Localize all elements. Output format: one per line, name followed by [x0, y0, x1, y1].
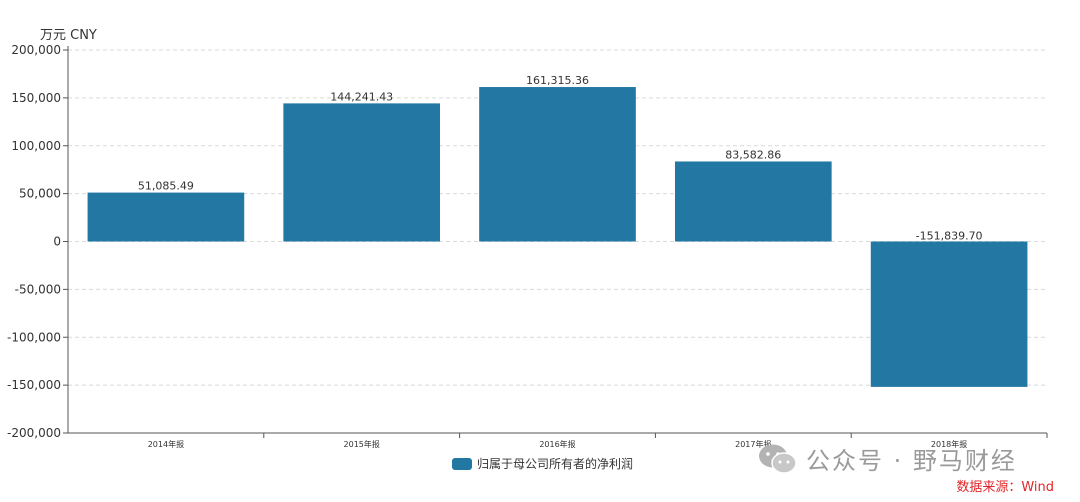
x-tick-label: 2015年报	[344, 439, 380, 449]
bar[interactable]	[87, 192, 245, 242]
bar[interactable]	[479, 87, 636, 242]
data-labels: 51,085.49 144,241.43 161,315.36 83,582.86 -1…	[138, 74, 983, 242]
legend-swatch	[452, 457, 472, 470]
x-tick-label: 2016年报	[539, 439, 575, 449]
source-note: 数据来源：Wind	[956, 480, 1054, 495]
x-tick-label: 2018年报	[931, 439, 967, 449]
bar[interactable]	[283, 103, 441, 242]
y-tick-label: 0	[53, 235, 61, 249]
y-tick-label: 100,000	[11, 139, 61, 153]
axes: 200,000 150,000 100,000 50,000 0 -50,000 -100,…	[7, 43, 1048, 449]
data-label: -151,839.70	[916, 230, 983, 243]
wechat-icon	[759, 444, 797, 474]
y-tick-label: -100,000	[7, 330, 61, 344]
data-label: 83,582.86	[725, 148, 781, 161]
watermark-text: 公众号 · 野马财经	[806, 447, 1017, 475]
x-tick-label: 2017年报	[735, 439, 771, 449]
y-axis-unit-label: 万元 CNY	[40, 28, 97, 43]
data-label: 161,315.36	[526, 74, 589, 87]
y-tick-label: -50,000	[15, 282, 61, 296]
legend-label: 归属于母公司所有者的净利润	[477, 457, 634, 471]
bars	[87, 87, 1028, 387]
bar[interactable]	[870, 241, 1028, 387]
y-tick-label: 50,000	[19, 187, 61, 201]
bar[interactable]	[674, 161, 832, 242]
y-tick-label: 200,000	[11, 43, 61, 57]
x-tick-label: 2014年报	[148, 439, 184, 449]
data-label: 51,085.49	[138, 180, 194, 193]
data-label: 144,241.43	[330, 90, 393, 103]
y-tick-label: -150,000	[7, 378, 61, 392]
legend[interactable]: 归属于母公司所有者的净利润	[452, 455, 633, 472]
y-tick-label: -200,000	[7, 426, 61, 440]
y-tick-label: 150,000	[11, 91, 61, 105]
watermark: 公众号 · 野马财经	[758, 441, 1017, 476]
